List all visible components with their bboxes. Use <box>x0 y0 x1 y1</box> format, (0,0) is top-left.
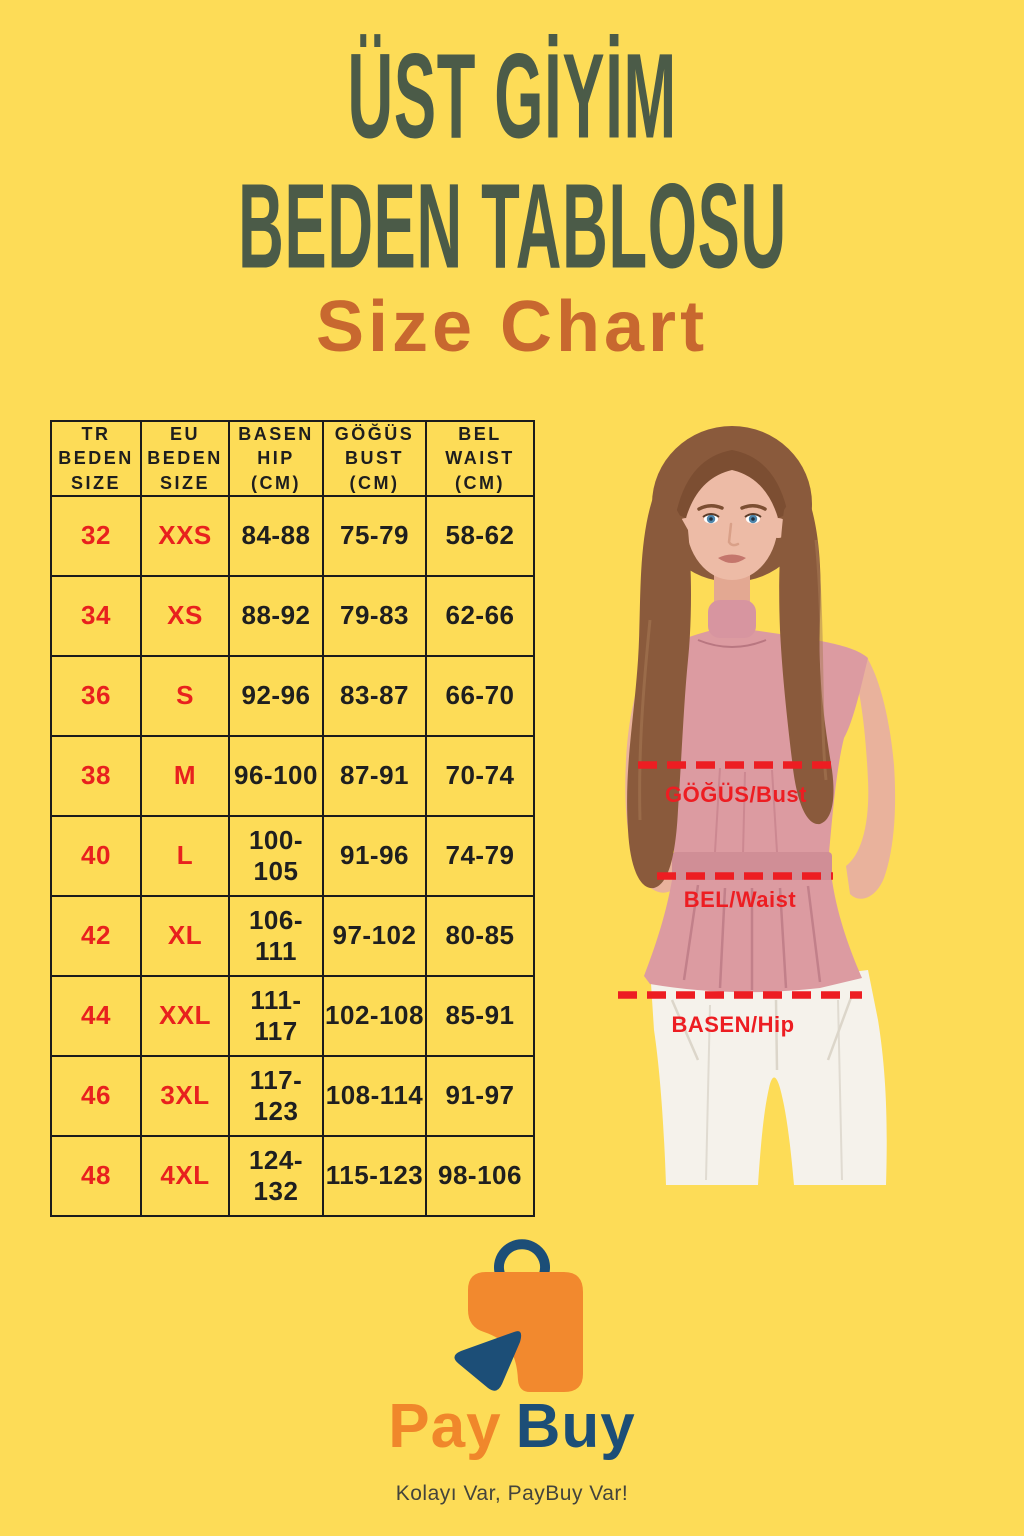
subtitle-size-chart: Size Chart <box>315 287 709 367</box>
cell-bust: 102-108 <box>322 974 427 1057</box>
bag-handle <box>494 1239 550 1276</box>
model-photo <box>580 420 1024 1185</box>
col-header-hip: BASEN HIP (CM) <box>228 420 324 497</box>
bust-measure-label: GÖĞÜS/Bust <box>665 782 807 807</box>
cell-waist: 58-62 <box>425 494 535 577</box>
waist-measure-label: BEL/Waist <box>683 887 797 912</box>
cell-tr-size: 42 <box>50 894 142 977</box>
cell-bust: 108-114 <box>322 1054 427 1137</box>
table-row: 42 XL 106-111 97-102 80-85 <box>50 894 535 977</box>
brand-wordmark: Pay Buy <box>0 1396 1024 1458</box>
size-table-header-row: TR BEDEN SIZE EU BEDEN SIZE BASEN HIP (C… <box>50 420 535 497</box>
pants-pockets <box>670 994 854 1071</box>
nose <box>727 522 740 547</box>
cell-bust: 97-102 <box>322 894 427 977</box>
col-header-eu-size: EU BEDEN SIZE <box>140 420 230 497</box>
neckline-seam <box>697 639 767 648</box>
title-line-1: ÜST GİYİM <box>0 35 1024 156</box>
cell-tr-size: 32 <box>50 494 142 577</box>
col-header-waist: BEL WAIST (CM) <box>425 420 535 497</box>
table-row: 40 L 100-105 91-96 74-79 <box>50 814 535 897</box>
cell-hip: 84-88 <box>228 494 324 577</box>
brand-tagline: Kolayı Var, PayBuy Var! <box>395 1482 629 1505</box>
brand-pay: Pay <box>388 1392 502 1461</box>
cell-waist: 74-79 <box>425 814 535 897</box>
cell-waist: 91-97 <box>425 1054 535 1137</box>
cell-tr-size: 38 <box>50 734 142 817</box>
hair-highlights <box>638 539 828 821</box>
right-arm <box>846 656 896 899</box>
title-line-1-text: ÜST GİYİM <box>347 28 677 164</box>
hair-lock-left <box>627 480 691 889</box>
col-header-tr-size: TR BEDEN SIZE <box>50 420 142 497</box>
shopping-bag-icon <box>468 1272 583 1392</box>
col-header-bust: GÖĞÜS BUST (CM) <box>322 420 427 497</box>
table-row: 46 3XL 117-123 108-114 91-97 <box>50 1054 535 1137</box>
cell-tr-size: 34 <box>50 574 142 657</box>
title-line-2-text: BEDEN TABLOSU <box>237 158 787 294</box>
table-row: 44 XXL 111-117 102-108 85-91 <box>50 974 535 1057</box>
cell-waist: 98-106 <box>425 1134 535 1217</box>
eyelids <box>702 513 762 518</box>
cell-hip: 100-105 <box>228 814 324 897</box>
cell-waist: 70-74 <box>425 734 535 817</box>
paybuy-logo-icon <box>454 1239 583 1392</box>
table-row: 36 S 92-96 83-87 66-70 <box>50 654 535 737</box>
right-pupil <box>751 517 755 521</box>
cell-hip: 92-96 <box>228 654 324 737</box>
cell-hip: 124-132 <box>228 1134 324 1217</box>
hair-front <box>676 450 788 518</box>
cell-waist: 80-85 <box>425 894 535 977</box>
cell-tr-size: 44 <box>50 974 142 1057</box>
table-row: 34 XS 88-92 79-83 62-66 <box>50 574 535 657</box>
face <box>686 464 778 580</box>
cell-bust: 115-123 <box>322 1134 427 1217</box>
cell-hip: 96-100 <box>228 734 324 817</box>
cell-eu-size: M <box>140 734 230 817</box>
cell-eu-size: S <box>140 654 230 737</box>
cell-hip: 106-111 <box>228 894 324 977</box>
model-illustration <box>618 426 896 1185</box>
cell-hip: 111-117 <box>228 974 324 1057</box>
cell-bust: 91-96 <box>322 814 427 897</box>
brand-buy: Buy <box>515 1392 636 1461</box>
cell-eu-size: 3XL <box>140 1054 230 1137</box>
cell-eu-size: XXS <box>140 494 230 577</box>
cell-hip: 88-92 <box>228 574 324 657</box>
eyebrows <box>697 504 767 511</box>
cell-bust: 79-83 <box>322 574 427 657</box>
table-row: 32 XXS 84-88 75-79 58-62 <box>50 494 535 577</box>
cell-tr-size: 48 <box>50 1134 142 1217</box>
table-row: 38 M 96-100 87-91 70-74 <box>50 734 535 817</box>
cell-waist: 62-66 <box>425 574 535 657</box>
peplum-pleats <box>682 884 822 990</box>
bodice-pleats <box>714 767 778 855</box>
cell-bust: 87-91 <box>322 734 427 817</box>
cell-eu-size: XXL <box>140 974 230 1057</box>
cell-tr-size: 46 <box>50 1054 142 1137</box>
left-pupil <box>709 517 713 521</box>
cell-eu-size: XS <box>140 574 230 657</box>
cell-waist: 66-70 <box>425 654 535 737</box>
mock-neck-collar <box>708 600 756 638</box>
cursor-arrow-icon <box>454 1331 522 1391</box>
cell-eu-size: 4XL <box>140 1134 230 1217</box>
table-row: 48 4XL 124-132 115-123 98-106 <box>50 1134 535 1217</box>
hip-measure-label: BASEN/Hip <box>671 1012 795 1037</box>
size-table: TR BEDEN SIZE EU BEDEN SIZE BASEN HIP (C… <box>50 420 535 1217</box>
lips <box>718 554 746 563</box>
title-line-2: BEDEN TABLOSU <box>0 165 1024 286</box>
cell-eu-size: XL <box>140 894 230 977</box>
hair-lock-right <box>779 482 834 825</box>
cell-bust: 75-79 <box>322 494 427 577</box>
cell-tr-size: 36 <box>50 654 142 737</box>
cell-eu-size: L <box>140 814 230 897</box>
cell-hip: 117-123 <box>228 1054 324 1137</box>
cell-waist: 85-91 <box>425 974 535 1057</box>
cell-bust: 83-87 <box>322 654 427 737</box>
cell-tr-size: 40 <box>50 814 142 897</box>
